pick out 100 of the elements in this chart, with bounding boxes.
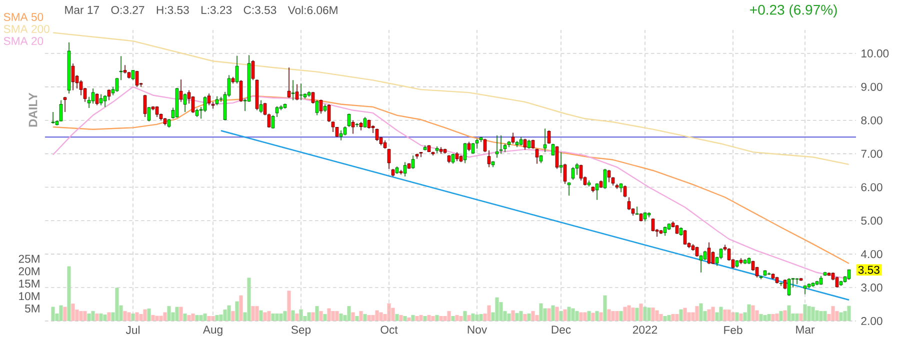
bar [151,315,155,321]
text: SMA 50 [4,12,44,22]
x-tick-label: Nov [468,326,488,334]
y2-tick-label: 20M [18,267,40,276]
bar [687,312,691,321]
candlestick [291,80,295,101]
bar [555,306,559,321]
candlestick [99,94,103,106]
candlestick [115,77,119,92]
y-tick-label: 10.00 [862,49,889,58]
bar [291,310,295,321]
bar [159,316,163,321]
bar [195,315,199,321]
candlestick [215,96,219,106]
bar [143,309,147,321]
candlestick [267,113,271,128]
bar [451,316,455,321]
candlestick [143,94,147,118]
bar [567,306,571,321]
bar [215,315,219,321]
bar [663,316,667,321]
bar [595,311,599,321]
candlestick [531,139,535,150]
bar [819,311,823,321]
candlestick [783,279,787,290]
candlestick [803,284,807,295]
bar [639,304,643,321]
bar [283,311,287,321]
bar [311,312,315,321]
bar [191,314,195,321]
candlestick [571,166,575,180]
candlestick [327,104,331,122]
bar [279,314,283,321]
bar [179,306,183,321]
bar [263,312,267,321]
bar [463,311,467,321]
bar [319,311,323,321]
candlestick [295,84,299,101]
text: O:3.27 [111,6,144,14]
bar [507,314,511,321]
candlestick [707,242,711,265]
bar [367,315,371,321]
bar [299,309,303,321]
bar [711,306,715,321]
candlestick [535,148,539,164]
x-tick-label: Jul [126,326,140,334]
x-tick-label: Dec [552,326,571,334]
candlestick [559,152,563,174]
bar [203,314,207,321]
y-tick-label: 9.00 [861,82,882,91]
bar [531,311,535,321]
candlestick [475,138,479,150]
candlestick [523,138,527,150]
candlestick [563,163,567,184]
bar [811,306,815,321]
bar [643,306,647,321]
bar [759,314,763,321]
bar [87,314,91,321]
bar [515,313,519,321]
bar [635,308,639,321]
candlestick [59,100,63,122]
bar [275,314,279,321]
bar [235,301,239,321]
bar [683,308,687,321]
candlestick [463,142,467,164]
bar [135,312,139,321]
candlestick [271,114,275,130]
bar [167,306,171,321]
bar [251,306,255,321]
bar [379,312,383,321]
candlestick [607,169,611,183]
candlestick [511,132,515,144]
candlestick [555,146,559,170]
bar [671,314,675,321]
bar [459,316,463,321]
bar [67,266,71,321]
bar [123,311,127,321]
bar [659,314,663,321]
candlestick [527,139,531,150]
bar [183,314,187,321]
bar [607,309,611,321]
bar [727,310,731,321]
bar [739,314,743,321]
y2-tick-label: 10M [19,292,40,300]
bar [239,295,243,321]
candlestick [203,96,207,112]
x-tick-label: Oct [380,326,398,334]
bar [227,305,231,321]
bar [495,297,499,321]
bar [519,311,523,321]
bar [831,306,835,321]
y-tick-label: 6.00 [861,183,882,192]
candlestick [779,282,783,286]
candlestick [703,250,707,261]
bar [615,311,619,321]
candlestick [695,246,699,258]
bar [347,306,351,321]
bar [447,311,451,321]
candlestick [107,89,111,101]
bar [487,305,491,321]
